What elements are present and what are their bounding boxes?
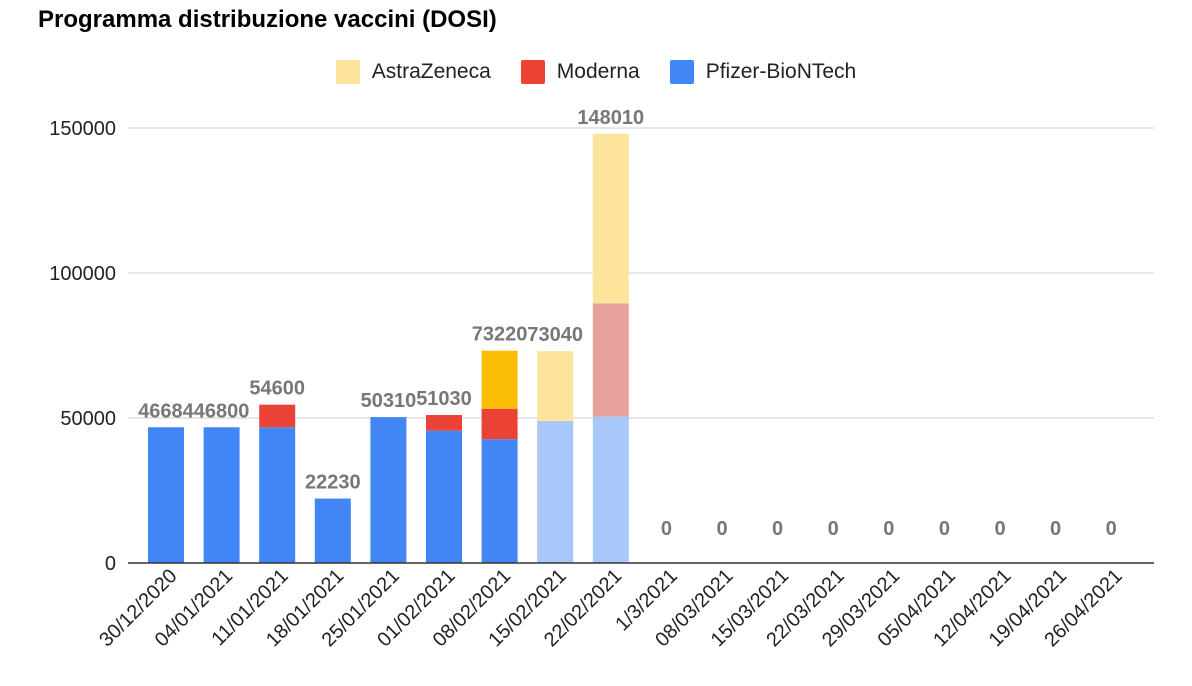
- bar-pfizer-biontech-2: [259, 427, 296, 563]
- legend-label-astrazeneca: AstraZeneca: [371, 60, 491, 83]
- data-label-6: 73220: [472, 324, 528, 346]
- legend: AstraZeneca Moderna Pfizer-BioNTech: [0, 60, 1192, 84]
- bar-pfizer-biontech-0: [148, 427, 184, 563]
- bar-pfizer-biontech-4: [370, 417, 407, 563]
- legend-swatch-moderna: [520, 60, 545, 84]
- legend-item-moderna: Moderna: [520, 60, 640, 84]
- legend-item-pfizer: Pfizer-BioNTech: [669, 60, 857, 84]
- legend-item-astrazeneca: AstraZeneca: [335, 60, 491, 84]
- data-label-7: 73040: [527, 324, 583, 346]
- y-tick-label-2: 100000: [49, 263, 116, 285]
- bar-pfizer-biontech-3: [314, 498, 351, 563]
- y-tick-label-1: 50000: [60, 408, 116, 430]
- data-label-11: 0: [772, 518, 783, 540]
- data-label-2: 54600: [249, 378, 305, 400]
- data-label-14: 0: [939, 518, 950, 540]
- legend-label-moderna: Moderna: [556, 60, 640, 83]
- data-label-13: 0: [883, 518, 894, 540]
- data-label-1: 46800: [194, 400, 250, 422]
- data-label-8: 148010: [577, 107, 644, 129]
- legend-swatch-astrazeneca: [335, 60, 360, 84]
- bar-moderna-8: [592, 303, 629, 417]
- bar-pfizer-biontech-8: [592, 416, 629, 563]
- legend-swatch-pfizer: [669, 60, 694, 84]
- bar-pfizer-biontech-7: [537, 420, 574, 563]
- data-label-3: 22230: [305, 472, 361, 494]
- chart-title: Programma distribuzione vaccini (DOSI): [38, 6, 497, 33]
- y-tick-label-0: 0: [105, 553, 116, 575]
- bar-pfizer-biontech-6: [481, 439, 518, 563]
- data-label-17: 0: [1106, 518, 1117, 540]
- data-label-4: 50310: [361, 390, 417, 412]
- legend-label-pfizer: Pfizer-BioNTech: [705, 60, 857, 83]
- bar-astrazeneca-7: [537, 351, 574, 421]
- bar-astrazeneca-8: [592, 133, 629, 304]
- bar-astrazeneca-6: [481, 350, 518, 409]
- bar-pfizer-biontech-5: [426, 430, 462, 563]
- data-label-0: 46684: [138, 400, 194, 422]
- data-label-9: 0: [661, 518, 672, 540]
- bar-moderna-5: [426, 415, 462, 431]
- y-tick-label-3: 150000: [49, 118, 116, 140]
- data-label-15: 0: [994, 518, 1005, 540]
- data-label-12: 0: [828, 518, 839, 540]
- bar-moderna-6: [481, 408, 518, 440]
- bar-pfizer-biontech-1: [203, 427, 240, 563]
- data-label-10: 0: [716, 518, 727, 540]
- data-label-16: 0: [1050, 518, 1061, 540]
- data-label-5: 51030: [416, 388, 472, 410]
- bar-moderna-2: [259, 404, 296, 428]
